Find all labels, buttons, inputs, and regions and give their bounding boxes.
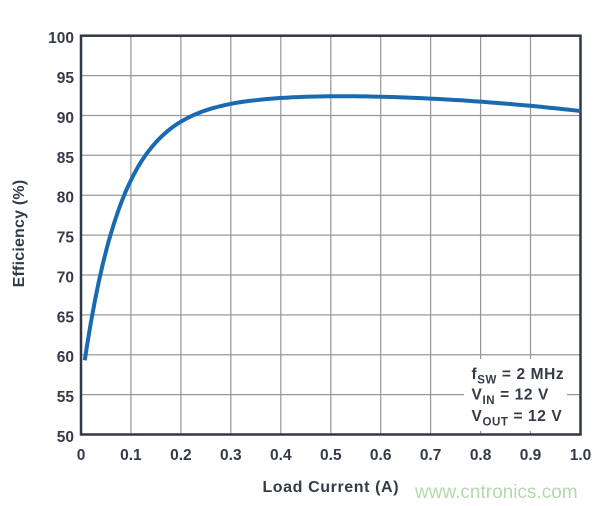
svg-text:90: 90 [57,110,74,127]
svg-text:0.4: 0.4 [270,447,292,464]
svg-text:70: 70 [57,270,74,287]
svg-text:0.6: 0.6 [370,447,392,464]
svg-text:50: 50 [57,429,74,446]
svg-text:85: 85 [57,150,75,167]
svg-text:60: 60 [57,349,74,366]
svg-text:0.1: 0.1 [120,447,142,464]
svg-text:65: 65 [57,309,75,326]
svg-text:1.0: 1.0 [570,447,592,464]
svg-text:0.8: 0.8 [470,447,492,464]
svg-text:80: 80 [57,190,74,207]
svg-text:0.2: 0.2 [170,447,192,464]
svg-text:VOUT = 12 V: VOUT = 12 V [472,408,563,429]
svg-text:Load Current (A): Load Current (A) [262,479,399,496]
svg-text:100: 100 [48,30,74,47]
svg-text:0.5: 0.5 [320,447,342,464]
svg-text:0.3: 0.3 [220,447,242,464]
svg-text:Efficiency (%): Efficiency (%) [11,180,28,288]
svg-text:0: 0 [77,447,86,464]
svg-text:55: 55 [57,389,75,406]
svg-text:95: 95 [57,70,75,87]
svg-text:75: 75 [57,230,75,247]
svg-text:0.7: 0.7 [420,447,442,464]
svg-text:0.9: 0.9 [520,447,542,464]
svg-text:www.cntronics.com: www.cntronics.com [414,482,578,503]
